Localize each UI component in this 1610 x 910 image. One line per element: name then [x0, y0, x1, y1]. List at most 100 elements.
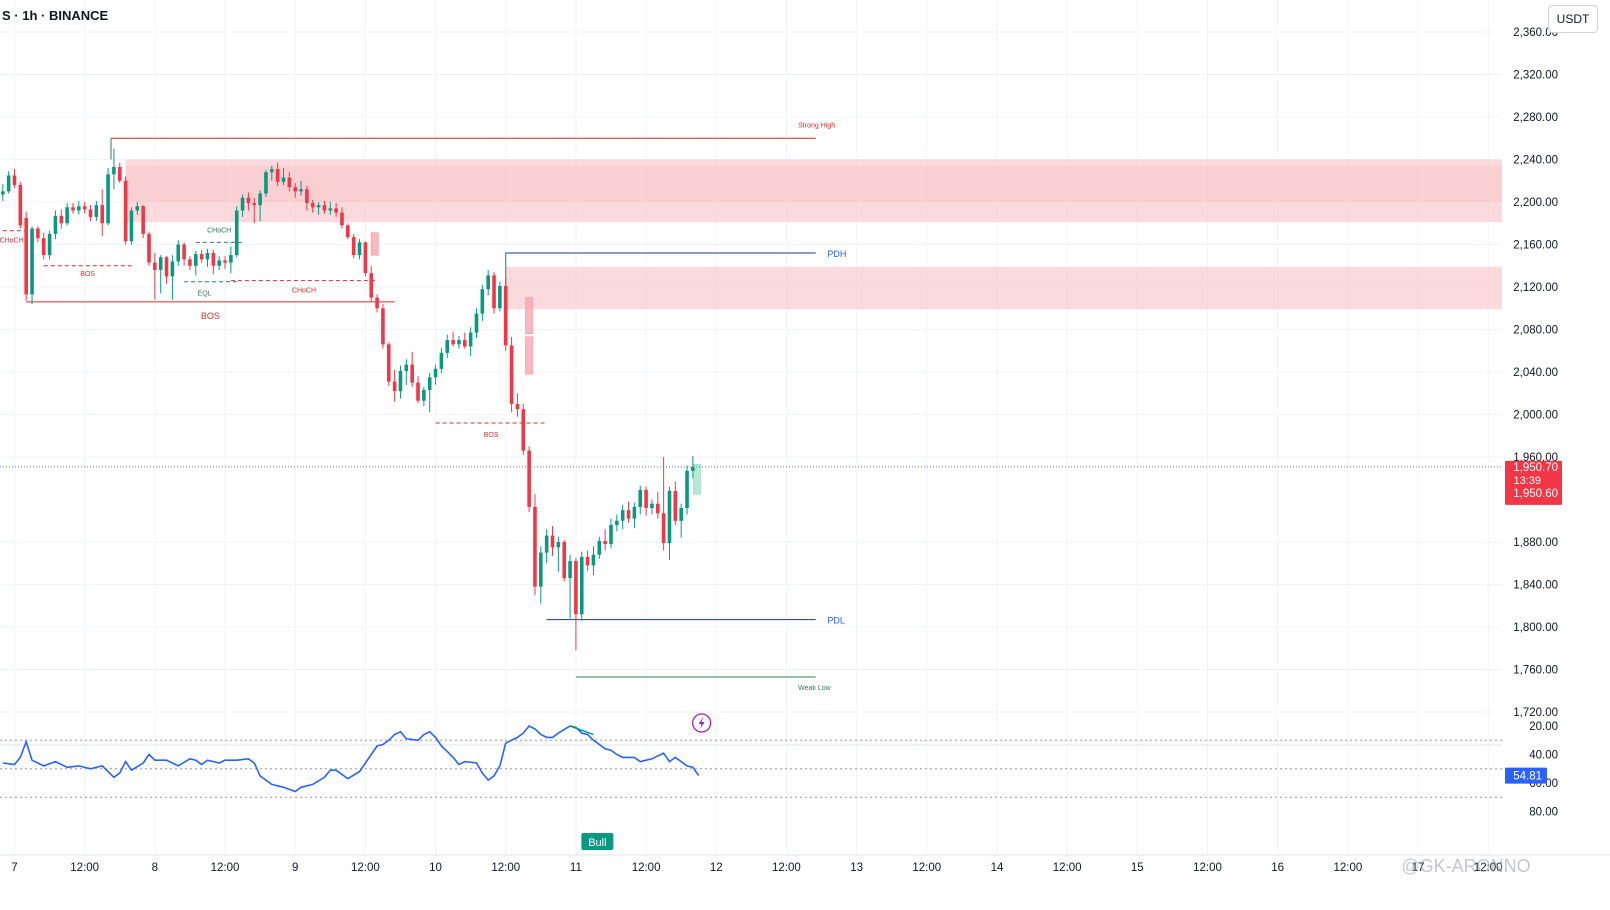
- candle-body[interactable]: [615, 520, 619, 525]
- candle-body[interactable]: [310, 203, 315, 208]
- candle-body[interactable]: [492, 275, 496, 309]
- candle-body[interactable]: [322, 205, 327, 211]
- candle-body[interactable]: [515, 403, 520, 410]
- candle-body[interactable]: [106, 174, 110, 224]
- candle-body[interactable]: [509, 345, 514, 404]
- candle-body[interactable]: [129, 210, 134, 242]
- candle-body[interactable]: [77, 206, 81, 211]
- candle-body[interactable]: [632, 506, 637, 519]
- candle-body[interactable]: [211, 253, 216, 266]
- candle-body[interactable]: [94, 205, 99, 217]
- candle-body[interactable]: [182, 244, 186, 260]
- candle-body[interactable]: [381, 308, 385, 345]
- candle-body[interactable]: [579, 556, 584, 615]
- candle-body[interactable]: [503, 285, 508, 346]
- candle-body[interactable]: [293, 187, 298, 192]
- candle-body[interactable]: [275, 169, 280, 182]
- candle-body[interactable]: [691, 466, 695, 471]
- candle-body[interactable]: [24, 217, 28, 295]
- candle-body[interactable]: [521, 409, 526, 451]
- candle-body[interactable]: [550, 535, 555, 548]
- candle-body[interactable]: [533, 506, 537, 587]
- candle-body[interactable]: [620, 510, 625, 521]
- candle-body[interactable]: [328, 208, 333, 211]
- candle-body[interactable]: [457, 340, 461, 345]
- candle-body[interactable]: [462, 340, 467, 347]
- candle-body[interactable]: [123, 180, 128, 242]
- candle-body[interactable]: [486, 275, 490, 290]
- candle-body[interactable]: [638, 489, 643, 507]
- candle-body[interactable]: [170, 261, 175, 277]
- candle-body[interactable]: [234, 210, 239, 256]
- candle-body[interactable]: [661, 513, 666, 544]
- candle-body[interactable]: [591, 554, 596, 566]
- candle-body[interactable]: [416, 382, 420, 401]
- candle-body[interactable]: [305, 189, 309, 204]
- candle-body[interactable]: [71, 207, 75, 211]
- candle-body[interactable]: [346, 225, 350, 238]
- candle-body[interactable]: [299, 189, 303, 192]
- candle-body[interactable]: [240, 197, 245, 211]
- candle-body[interactable]: [474, 313, 479, 333]
- candle-body[interactable]: [193, 254, 198, 266]
- candle-body[interactable]: [65, 207, 69, 224]
- supply-zone[interactable]: [505, 266, 1502, 310]
- candle-body[interactable]: [1, 191, 5, 195]
- candle-body[interactable]: [158, 257, 163, 270]
- candle-body[interactable]: [270, 169, 274, 173]
- candle-body[interactable]: [650, 503, 654, 508]
- currency-button[interactable]: USDT: [1548, 5, 1598, 33]
- candle-body[interactable]: [316, 205, 321, 208]
- candle-body[interactable]: [199, 254, 204, 260]
- candle-body[interactable]: [685, 470, 689, 508]
- candle-body[interactable]: [445, 340, 450, 353]
- candle-body[interactable]: [112, 166, 116, 175]
- candle-body[interactable]: [59, 215, 64, 224]
- candle-body[interactable]: [12, 175, 17, 185]
- candle-body[interactable]: [357, 242, 362, 256]
- candle-body[interactable]: [100, 205, 105, 224]
- candle-body[interactable]: [18, 185, 23, 226]
- candle-body[interactable]: [141, 206, 145, 234]
- candle-body[interactable]: [53, 215, 58, 234]
- candle-body[interactable]: [568, 561, 572, 579]
- candle-body[interactable]: [527, 450, 531, 507]
- candle-body[interactable]: [252, 203, 257, 206]
- candle-body[interactable]: [281, 177, 286, 182]
- candle-body[interactable]: [375, 297, 379, 309]
- candle-body[interactable]: [188, 259, 192, 266]
- candle-body[interactable]: [223, 260, 227, 263]
- candle-body[interactable]: [603, 540, 607, 545]
- candle-body[interactable]: [153, 262, 157, 270]
- candle-body[interactable]: [217, 260, 221, 266]
- candle-body[interactable]: [386, 344, 391, 382]
- candle-body[interactable]: [410, 364, 414, 383]
- candle-body[interactable]: [679, 508, 683, 521]
- candle-body[interactable]: [439, 352, 444, 369]
- candle-body[interactable]: [117, 166, 122, 181]
- candle-body[interactable]: [498, 285, 502, 309]
- candle-body[interactable]: [334, 208, 338, 213]
- candle-body[interactable]: [47, 233, 52, 256]
- candle-body[interactable]: [36, 228, 40, 239]
- candle-body[interactable]: [539, 552, 543, 587]
- candle-body[interactable]: [480, 289, 485, 314]
- candle-body[interactable]: [287, 177, 292, 188]
- candle-body[interactable]: [398, 370, 403, 392]
- candle-body[interactable]: [41, 238, 46, 256]
- candle-body[interactable]: [392, 381, 397, 392]
- candle-body[interactable]: [351, 237, 356, 256]
- candle-body[interactable]: [264, 172, 268, 194]
- candle-body[interactable]: [562, 542, 567, 579]
- candle-body[interactable]: [655, 503, 660, 514]
- candle-body[interactable]: [340, 212, 344, 226]
- candle-body[interactable]: [82, 206, 87, 210]
- candle-body[interactable]: [673, 491, 678, 521]
- candle-body[interactable]: [88, 209, 93, 217]
- candle-body[interactable]: [135, 206, 140, 211]
- candle-body[interactable]: [404, 364, 409, 371]
- candle-body[interactable]: [427, 377, 432, 391]
- candle-body[interactable]: [176, 244, 181, 262]
- candle-body[interactable]: [433, 368, 438, 378]
